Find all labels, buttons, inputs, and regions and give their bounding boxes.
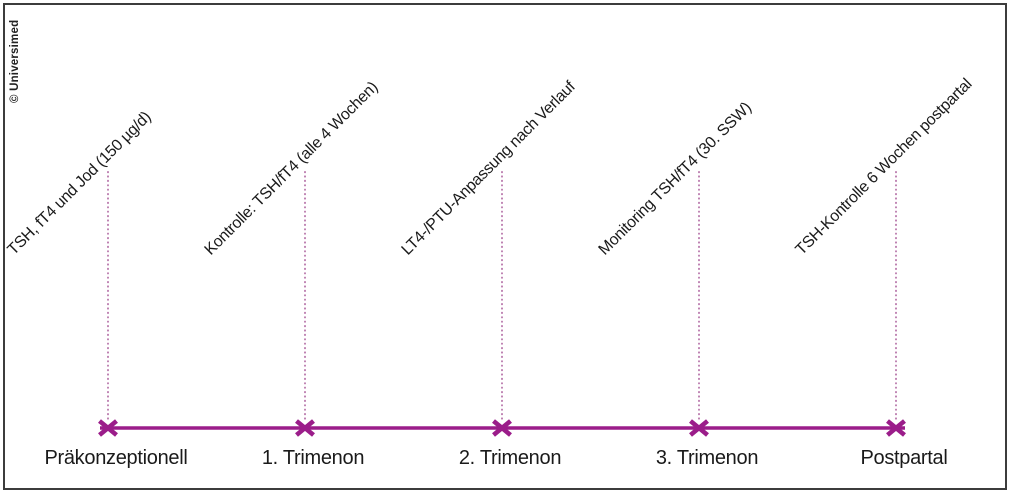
diagram-frame (3, 3, 1007, 490)
x-marker (295, 419, 315, 437)
stage-label-praekonzeptionell: Präkonzeptionell (44, 447, 188, 469)
stage-label-trimenon-3: 3. Trimenon (655, 447, 759, 469)
x-marker (689, 419, 709, 437)
stage-label-trimenon-2: 2. Trimenon (458, 447, 562, 469)
stage-label-postpartal: Postpartal (860, 447, 948, 469)
x-marker (492, 419, 512, 437)
stage-label-trimenon-1: 1. Trimenon (261, 447, 365, 469)
x-marker (98, 419, 118, 437)
x-marker (886, 419, 906, 437)
